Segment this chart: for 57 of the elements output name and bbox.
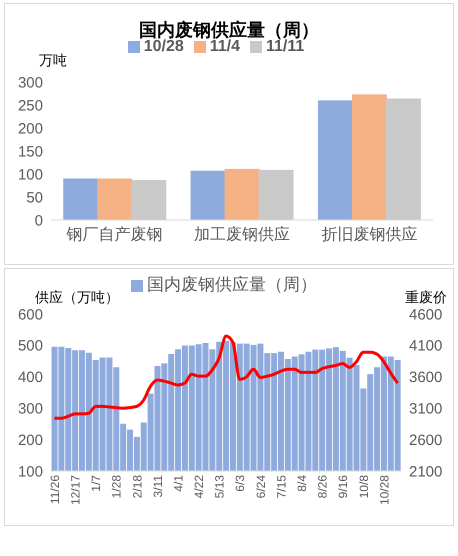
x-tick-label: 折旧废钢供应: [321, 225, 418, 244]
y-tick-label: 0: [34, 212, 43, 230]
x-tick-label: 4/22: [192, 474, 206, 498]
x-tick-label: 1/28: [110, 474, 124, 498]
x-tick-label: 2/18: [130, 474, 144, 498]
y2-tick-label: 2600: [409, 432, 442, 449]
y-axis-title: 供应（万吨）: [35, 289, 119, 307]
bar: [131, 180, 166, 220]
x-tick-label: 4/1: [171, 474, 186, 492]
y2-tick-label: 4100: [409, 338, 442, 355]
x-tick-label: 10/8: [356, 474, 371, 498]
x-tick-label: 12/17: [68, 474, 83, 506]
x-tick-label: 7/15: [274, 474, 288, 498]
x-tick-label: 8/26: [316, 474, 330, 498]
x-tick-label: 5/13: [212, 474, 227, 498]
line-series: [52, 334, 400, 420]
legend-label: 国内废钢供应量（周）: [147, 275, 317, 294]
y-tick-label: 300: [18, 400, 43, 418]
y-tick-label: 250: [18, 97, 43, 114]
legend-label: 10/28: [144, 38, 184, 55]
y-tick-label: 100: [18, 166, 43, 184]
x-tick-label: 3/11: [150, 474, 165, 498]
y2-tick-label: 3600: [409, 369, 442, 386]
chart-title: 国内废钢供应量（周）: [138, 19, 320, 41]
bar: [224, 168, 260, 220]
y-tick-label: 600: [18, 306, 43, 324]
bar: [97, 178, 132, 220]
x-tick-label: 11/26: [48, 474, 62, 504]
y-tick-label: 150: [18, 143, 43, 160]
y-tick-label: 200: [18, 120, 43, 138]
y2-tick-label: 2100: [409, 463, 442, 480]
x-tick-label: 1/7: [89, 474, 104, 492]
y2-tick-label: 3100: [409, 400, 442, 418]
x-tick-label: 8/4: [295, 474, 310, 492]
legend-label: 11/4: [210, 38, 240, 55]
y-tick-label: 200: [18, 432, 43, 449]
x-tick-label: 钢厂自产废钢: [66, 225, 163, 244]
legend-label: 11/11: [266, 38, 304, 55]
x-tick-label: 9/16: [336, 474, 350, 498]
bar: [190, 170, 226, 220]
bar: [63, 178, 98, 220]
x-tick-label: 6/24: [254, 474, 268, 498]
bar: [386, 98, 421, 220]
y-tick-label: 100: [18, 463, 43, 480]
y2-tick-label: 4600: [409, 306, 442, 324]
y-tick-label: 300: [18, 74, 43, 92]
bar: [352, 94, 387, 220]
x-tick-label: 6/3: [233, 474, 248, 492]
x-tick-label: 加工废钢供应: [194, 225, 290, 244]
bar: [258, 170, 294, 220]
y-tick-label: 50: [26, 189, 43, 206]
y2-axis-title: 重废价: [405, 289, 447, 307]
bar: [318, 100, 353, 220]
y-tick-label: 400: [18, 369, 43, 386]
y-tick-label: 500: [18, 338, 43, 355]
x-tick-label: 10/28: [377, 474, 392, 506]
y-axis-title: 万吨: [39, 52, 67, 70]
